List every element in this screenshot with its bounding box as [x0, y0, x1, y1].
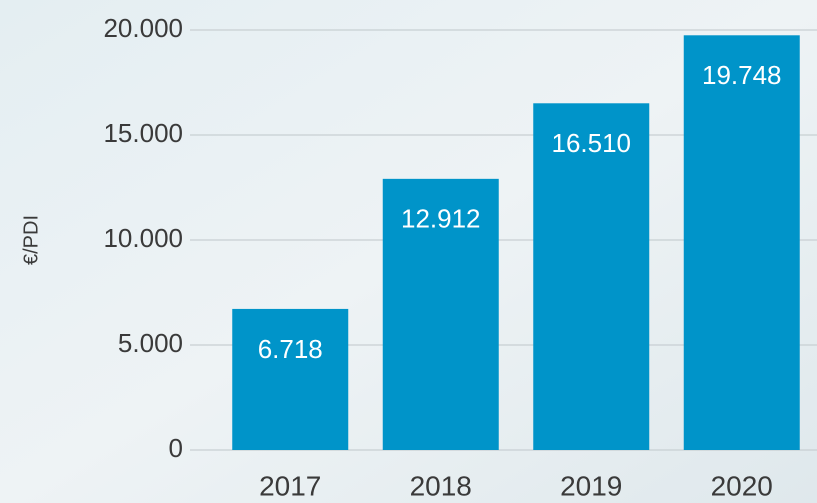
bar: [382, 178, 499, 450]
y-axis-label: €/PDI: [20, 215, 42, 265]
y-tick-label: 0: [169, 433, 183, 463]
x-tick-label: 2018: [410, 470, 472, 501]
x-tick-label: 2019: [560, 470, 622, 501]
y-tick-label: 5.000: [118, 328, 183, 358]
bar: [683, 35, 800, 451]
bar: [232, 308, 349, 450]
y-tick-label: 20.000: [103, 13, 183, 43]
value-label: 6.718: [258, 334, 323, 364]
x-tick-label: 2020: [711, 470, 773, 501]
y-tick-label: 10.000: [103, 223, 183, 253]
y-tick-label: 15.000: [103, 118, 183, 148]
x-tick-label: 2017: [259, 470, 321, 501]
value-label: 19.748: [702, 60, 782, 90]
value-label: 12.912: [401, 204, 481, 234]
value-label: 16.510: [551, 128, 631, 158]
bar: [533, 103, 650, 450]
